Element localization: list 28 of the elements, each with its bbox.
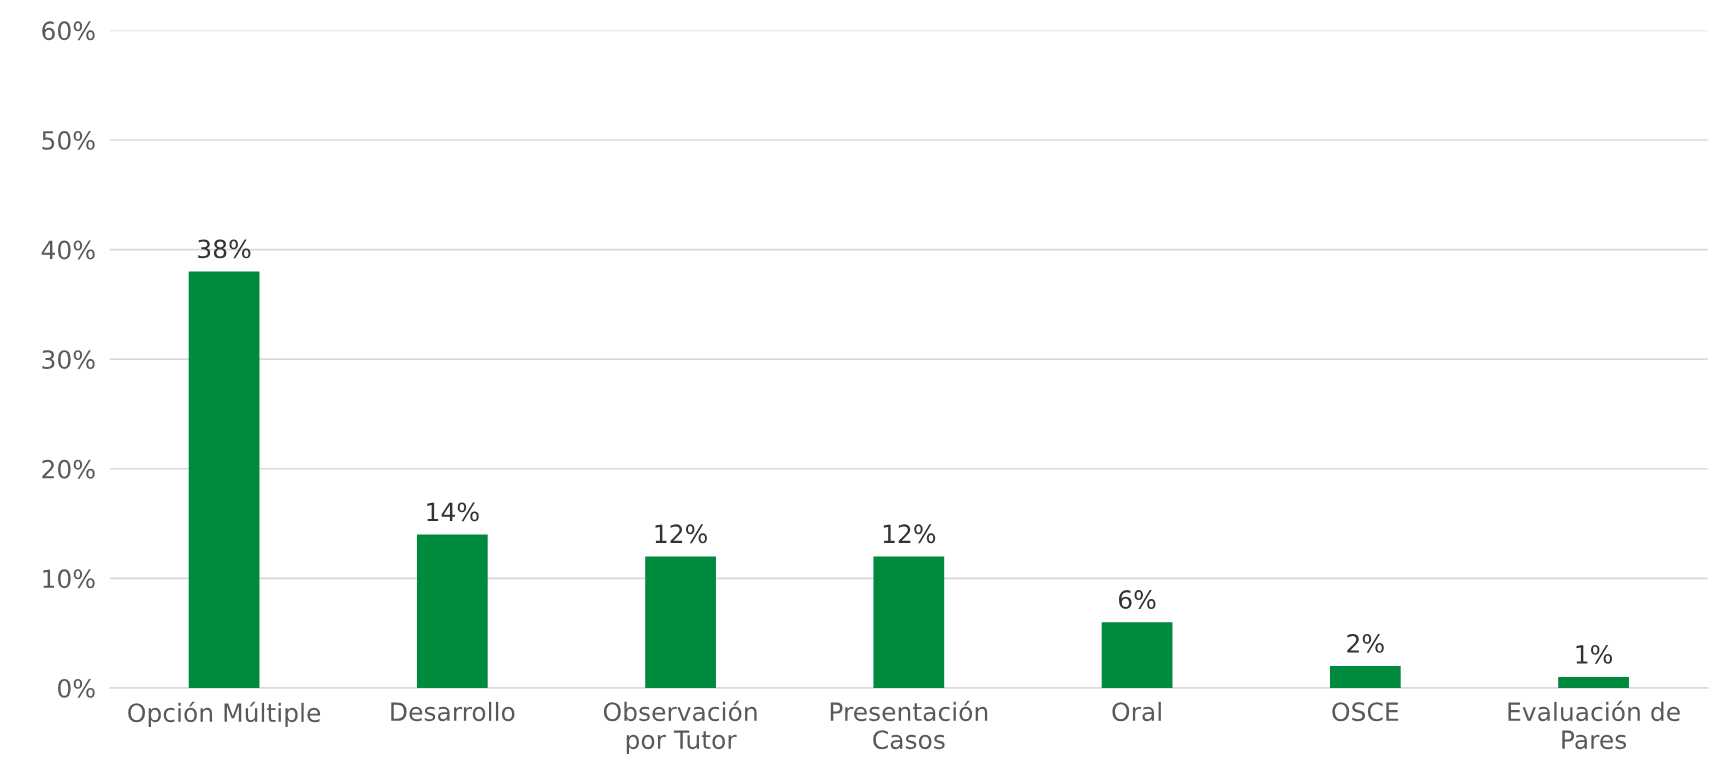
y-tick-label: 50%	[42, 130, 95, 150]
data-label: 2%	[1347, 633, 1384, 653]
bar	[416, 534, 488, 688]
data-label: 12%	[883, 524, 936, 544]
data-label: 14%	[427, 502, 479, 522]
x-tick-label: Desarrollo	[391, 701, 515, 722]
data-label: 12%	[655, 524, 707, 544]
x-tick-label: Opción Múltiple	[128, 701, 321, 728]
x-tick-label: Oral	[1112, 701, 1161, 722]
bar	[188, 271, 260, 688]
x-tick-label: Evaluación de Pares	[1508, 700, 1680, 750]
x-tick-label: Presentación Casos	[830, 700, 988, 750]
y-tick-label: 40%	[41, 240, 95, 260]
bar	[1558, 677, 1629, 688]
x-tick-label: OSCE	[1332, 702, 1399, 722]
data-label: 38%	[198, 239, 251, 259]
y-tick-label: 0%	[58, 678, 95, 698]
data-label: 1%	[1576, 644, 1613, 664]
bar	[1101, 622, 1173, 688]
y-tick-label: 20%	[42, 459, 95, 479]
bar	[1329, 666, 1401, 688]
data-label: 6%	[1118, 590, 1156, 610]
y-tick-label: 10%	[43, 569, 95, 589]
x-tick-label: Observación por Tutor	[603, 700, 757, 755]
bar	[645, 556, 716, 688]
y-tick-label: 30%	[42, 350, 95, 370]
bar	[873, 556, 945, 688]
y-tick-label: 60%	[42, 21, 95, 41]
